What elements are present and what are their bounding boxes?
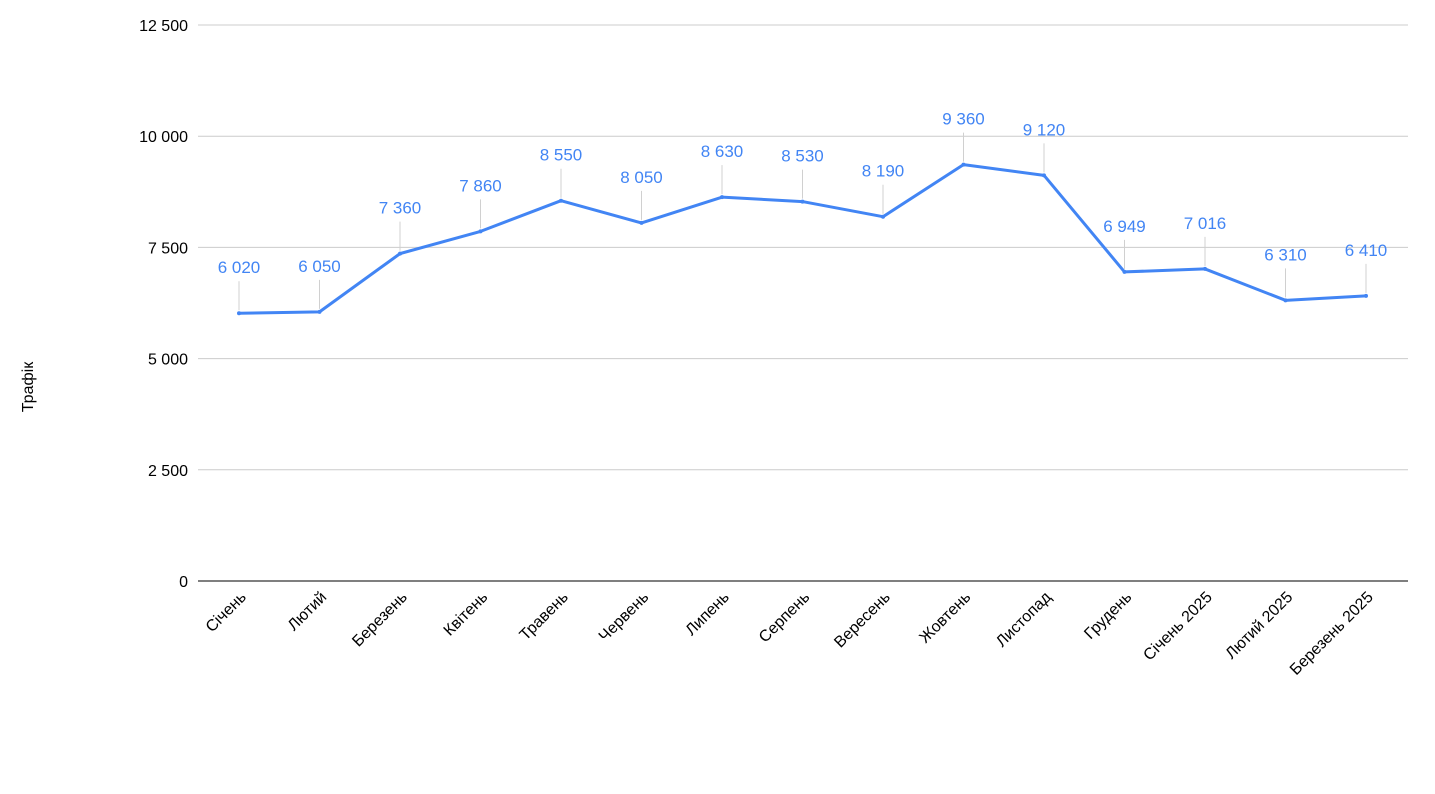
x-tick-label: Серпень xyxy=(756,589,813,646)
data-point xyxy=(800,199,805,204)
data-labels: 6 020 6 050 7 360 7 860 8 550 8 050 8 630 8 530… xyxy=(218,110,1388,278)
x-tick-label: Грудень xyxy=(1081,589,1135,643)
x-tick-label: Жовтень xyxy=(916,589,974,647)
y-tick-label: 0 xyxy=(179,574,188,591)
x-tick-label: Березень xyxy=(349,589,411,651)
data-point xyxy=(478,229,483,234)
data-point xyxy=(317,309,322,314)
data-label: 8 050 xyxy=(620,168,663,187)
y-axis-title: Трафік xyxy=(20,361,37,412)
data-label: 6 410 xyxy=(1345,241,1388,260)
x-tick-label: Квітень xyxy=(441,589,492,640)
data-label: 6 020 xyxy=(218,258,261,277)
gridlines xyxy=(198,24,1408,471)
x-tick-label: Травень xyxy=(517,589,572,644)
y-tick-label: 12 500 xyxy=(139,18,188,35)
data-point xyxy=(237,311,241,316)
y-tick-label: 5 000 xyxy=(148,352,188,369)
y-tick-label: 7 500 xyxy=(148,240,188,257)
x-tick-label: Січень xyxy=(203,589,250,636)
data-label-leaders xyxy=(238,132,1367,311)
data-label: 8 190 xyxy=(862,162,905,181)
x-tick-label: Січень 2025 xyxy=(1140,589,1215,664)
data-label: 7 016 xyxy=(1184,214,1227,233)
data-label: 8 530 xyxy=(781,147,824,166)
data-label: 9 120 xyxy=(1023,120,1066,139)
data-point xyxy=(1122,269,1127,274)
data-point xyxy=(720,195,724,200)
x-axis: Січень Лютий Березень Квітень Травень Червень… xyxy=(198,580,1408,679)
data-label: 6 949 xyxy=(1103,217,1146,236)
data-point xyxy=(1364,293,1368,298)
series xyxy=(237,162,1368,316)
data-label: 9 360 xyxy=(942,110,985,129)
x-tick-label: Лютий xyxy=(285,589,331,635)
data-point xyxy=(398,251,402,256)
data-point xyxy=(1283,298,1288,303)
y-tick-label: 2 500 xyxy=(148,463,188,480)
data-label: 7 360 xyxy=(379,199,422,218)
data-label: 7 860 xyxy=(459,176,502,195)
data-point xyxy=(1203,266,1207,271)
y-tick-label: 10 000 xyxy=(139,129,188,146)
x-tick-label: Липень xyxy=(683,589,733,639)
x-tick-label: Березень 2025 xyxy=(1287,589,1377,679)
y-axis: 0 2 500 5 000 7 500 10 000 12 500 xyxy=(139,18,188,591)
data-point xyxy=(639,220,644,225)
data-label: 8 630 xyxy=(701,142,744,161)
data-label: 6 050 xyxy=(298,257,341,276)
x-tick-label: Листопад xyxy=(993,588,1055,650)
data-point xyxy=(1042,173,1046,178)
data-point xyxy=(559,198,563,203)
data-label: 6 310 xyxy=(1264,245,1307,264)
data-label: 8 550 xyxy=(540,146,583,165)
data-point xyxy=(881,214,885,219)
x-tick-label: Вересень xyxy=(831,589,894,652)
x-tick-label: Червень xyxy=(596,589,652,645)
data-point xyxy=(961,162,966,167)
x-tick-label: Лютий 2025 xyxy=(1223,589,1297,663)
